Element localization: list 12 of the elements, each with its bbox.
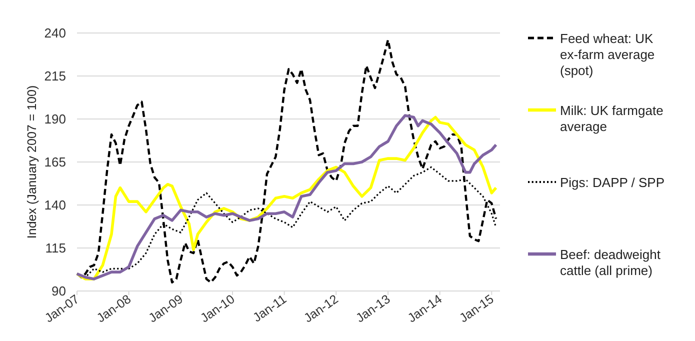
y-axis-title: Index (January 2007 = 100) (25, 85, 39, 239)
y-tick-label: 165 (44, 154, 66, 170)
y-tick-label: 240 (44, 26, 66, 40)
y-tick-label: 140 (44, 198, 66, 212)
legend-label: Pigs: DAPP / SPP (560, 175, 665, 190)
y-tick-label: 215 (44, 68, 66, 84)
legend-label: Milk: UK farmgate average (560, 103, 664, 134)
y-tick-label: 90 (52, 284, 66, 298)
legend-label: Feed wheat: UK ex-farm average (spot) (560, 31, 655, 78)
y-tick-label: 190 (44, 112, 66, 126)
legend-label: Beef: deadweight cattle (all prime) (560, 247, 661, 278)
y-tick-label: 115 (45, 240, 66, 256)
